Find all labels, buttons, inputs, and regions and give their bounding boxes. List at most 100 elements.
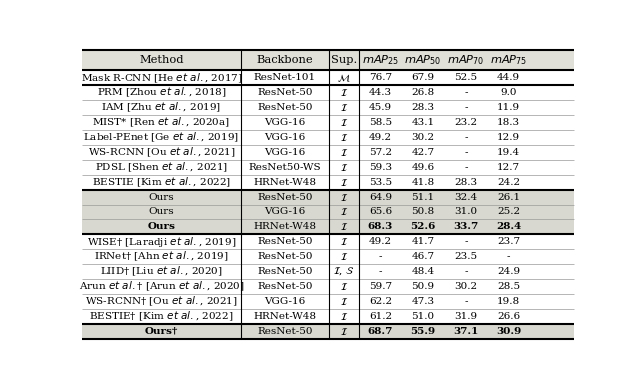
Text: 24.9: 24.9: [497, 267, 520, 276]
Text: Ours: Ours: [148, 192, 174, 202]
Text: 45.9: 45.9: [369, 103, 392, 112]
Text: Mask R-CNN [He $\it{et\ al.}$, 2017]: Mask R-CNN [He $\it{et\ al.}$, 2017]: [81, 71, 242, 84]
Text: -: -: [507, 252, 510, 261]
Text: 49.2: 49.2: [369, 237, 392, 246]
Text: VGG-16: VGG-16: [264, 207, 306, 217]
Text: PRM [Zhou $\it{et\ al.}$, 2018]: PRM [Zhou $\it{et\ al.}$, 2018]: [97, 86, 226, 99]
Bar: [83, 50, 573, 70]
Text: VGG-16: VGG-16: [264, 297, 306, 306]
Text: $\mathcal{I}$: $\mathcal{I}$: [340, 236, 348, 247]
Text: IAM [Zhu $\it{et\ al.}$, 2019]: IAM [Zhu $\it{et\ al.}$, 2019]: [101, 101, 221, 114]
Text: 23.2: 23.2: [454, 118, 477, 127]
Text: 31.0: 31.0: [454, 207, 477, 217]
Text: $\mathcal{I}$: $\mathcal{I}$: [340, 102, 348, 113]
Text: 44.3: 44.3: [369, 88, 392, 97]
Text: Ours: Ours: [147, 222, 175, 232]
Text: 18.3: 18.3: [497, 118, 520, 127]
Text: $\mathcal{M}$: $\mathcal{M}$: [337, 72, 351, 84]
Text: -: -: [464, 148, 468, 157]
Text: 23.7: 23.7: [497, 237, 520, 246]
Text: 50.8: 50.8: [412, 207, 435, 217]
Text: 64.9: 64.9: [369, 192, 392, 202]
Text: Backbone: Backbone: [257, 55, 314, 65]
Text: -: -: [464, 163, 468, 172]
Text: 51.0: 51.0: [412, 312, 435, 321]
Text: 12.9: 12.9: [497, 133, 520, 142]
Text: 30.2: 30.2: [412, 133, 435, 142]
Text: $\mathcal{I}$: $\mathcal{I}$: [340, 162, 348, 173]
Text: -: -: [464, 88, 468, 97]
Text: -: -: [464, 103, 468, 112]
Bar: [83, 324, 573, 339]
Text: 9.0: 9.0: [500, 88, 517, 97]
Text: 62.2: 62.2: [369, 297, 392, 306]
Text: -: -: [464, 237, 468, 246]
Text: 46.7: 46.7: [412, 252, 435, 261]
Text: 53.5: 53.5: [369, 178, 392, 187]
Text: MIST* [Ren $\it{et\ al.}$, 2020a]: MIST* [Ren $\it{et\ al.}$, 2020a]: [92, 116, 230, 129]
Text: WS-RCNN [Ou $\it{et\ al.}$, 2021]: WS-RCNN [Ou $\it{et\ al.}$, 2021]: [88, 146, 236, 159]
Text: ResNet-50: ResNet-50: [257, 327, 313, 336]
Text: LIID† [Liu $\it{et\ al.}$, 2020]: LIID† [Liu $\it{et\ al.}$, 2020]: [100, 265, 223, 278]
Text: ResNet-101: ResNet-101: [254, 73, 316, 82]
Text: 68.3: 68.3: [368, 222, 393, 232]
Text: $\mathcal{I}$: $\mathcal{I}$: [340, 87, 348, 98]
Text: HRNet-W48: HRNet-W48: [253, 312, 317, 321]
Text: 61.2: 61.2: [369, 312, 392, 321]
Text: $\mathcal{I}$: $\mathcal{I}$: [340, 132, 348, 143]
Text: Ours†: Ours†: [145, 327, 178, 336]
Text: 67.9: 67.9: [412, 73, 435, 82]
Text: Sup.: Sup.: [331, 55, 357, 65]
Text: 37.1: 37.1: [453, 327, 479, 336]
Text: $\mathcal{I}$: $\mathcal{I}$: [340, 221, 348, 232]
Text: 24.2: 24.2: [497, 178, 520, 187]
Text: 52.5: 52.5: [454, 73, 477, 82]
Text: 41.7: 41.7: [412, 237, 435, 246]
Text: 32.4: 32.4: [454, 192, 477, 202]
Text: 28.3: 28.3: [454, 178, 477, 187]
Text: VGG-16: VGG-16: [264, 133, 306, 142]
Text: 44.9: 44.9: [497, 73, 520, 82]
Text: 19.8: 19.8: [497, 297, 520, 306]
Text: $\it{mAP}_{75}$: $\it{mAP}_{75}$: [490, 53, 527, 67]
Text: 49.2: 49.2: [369, 133, 392, 142]
Text: $\mathcal{I}$: $\mathcal{I}$: [340, 281, 348, 292]
Text: Arun $\it{et\ al.}$† [Arun $\it{et\ al.}$, 2020]: Arun $\it{et\ al.}$† [Arun $\it{et\ al.}…: [79, 280, 244, 293]
Text: ResNet-50: ResNet-50: [257, 237, 313, 246]
Text: $\mathcal{I}$: $\mathcal{I}$: [340, 117, 348, 128]
Text: $\mathcal{I}$: $\mathcal{I}$: [340, 147, 348, 158]
Text: ResNet-50: ResNet-50: [257, 192, 313, 202]
Text: 30.9: 30.9: [496, 327, 521, 336]
Text: BESTIE [Kim $\it{et\ al.}$, 2022]: BESTIE [Kim $\it{et\ al.}$, 2022]: [92, 175, 231, 189]
Text: -: -: [464, 133, 468, 142]
Text: ResNet-50: ResNet-50: [257, 252, 313, 261]
Text: ResNet-50: ResNet-50: [257, 88, 313, 97]
Text: WS-RCNN† [Ou $\it{et\ al.}$, 2021]: WS-RCNN† [Ou $\it{et\ al.}$, 2021]: [85, 295, 238, 308]
Text: 28.5: 28.5: [497, 282, 520, 291]
Text: ResNet50-WS: ResNet50-WS: [249, 163, 321, 172]
Text: ResNet-50: ResNet-50: [257, 267, 313, 276]
Text: 33.7: 33.7: [453, 222, 479, 232]
Text: 26.1: 26.1: [497, 192, 520, 202]
Text: 11.9: 11.9: [497, 103, 520, 112]
Text: -: -: [464, 297, 468, 306]
Text: 23.5: 23.5: [454, 252, 477, 261]
Text: 43.1: 43.1: [412, 118, 435, 127]
Text: VGG-16: VGG-16: [264, 148, 306, 157]
Text: 49.6: 49.6: [412, 163, 435, 172]
Text: -: -: [379, 252, 382, 261]
Text: $\mathcal{I}$, $\mathcal{S}$: $\mathcal{I}$, $\mathcal{S}$: [333, 266, 355, 277]
Text: 59.3: 59.3: [369, 163, 392, 172]
Text: $\mathcal{I}$: $\mathcal{I}$: [340, 251, 348, 262]
Text: 30.2: 30.2: [454, 282, 477, 291]
Text: 19.4: 19.4: [497, 148, 520, 157]
Text: 58.5: 58.5: [369, 118, 392, 127]
Text: 31.9: 31.9: [454, 312, 477, 321]
Text: $\it{mAP}_{50}$: $\it{mAP}_{50}$: [404, 53, 442, 67]
Text: 47.3: 47.3: [412, 297, 435, 306]
Text: ResNet-50: ResNet-50: [257, 103, 313, 112]
Text: 28.4: 28.4: [496, 222, 521, 232]
Text: 52.6: 52.6: [410, 222, 436, 232]
Text: 55.9: 55.9: [410, 327, 436, 336]
Text: Method: Method: [139, 55, 184, 65]
